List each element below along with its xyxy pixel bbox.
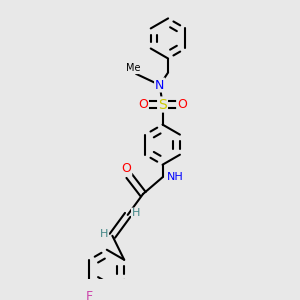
Text: N: N xyxy=(155,79,164,92)
Text: H: H xyxy=(132,208,140,218)
Text: O: O xyxy=(138,98,148,111)
Text: Me: Me xyxy=(126,63,140,73)
Text: NH: NH xyxy=(167,172,184,182)
Text: O: O xyxy=(177,98,187,111)
Text: O: O xyxy=(122,162,131,176)
Text: S: S xyxy=(158,98,167,112)
Text: F: F xyxy=(86,290,93,300)
Text: H: H xyxy=(100,230,108,239)
